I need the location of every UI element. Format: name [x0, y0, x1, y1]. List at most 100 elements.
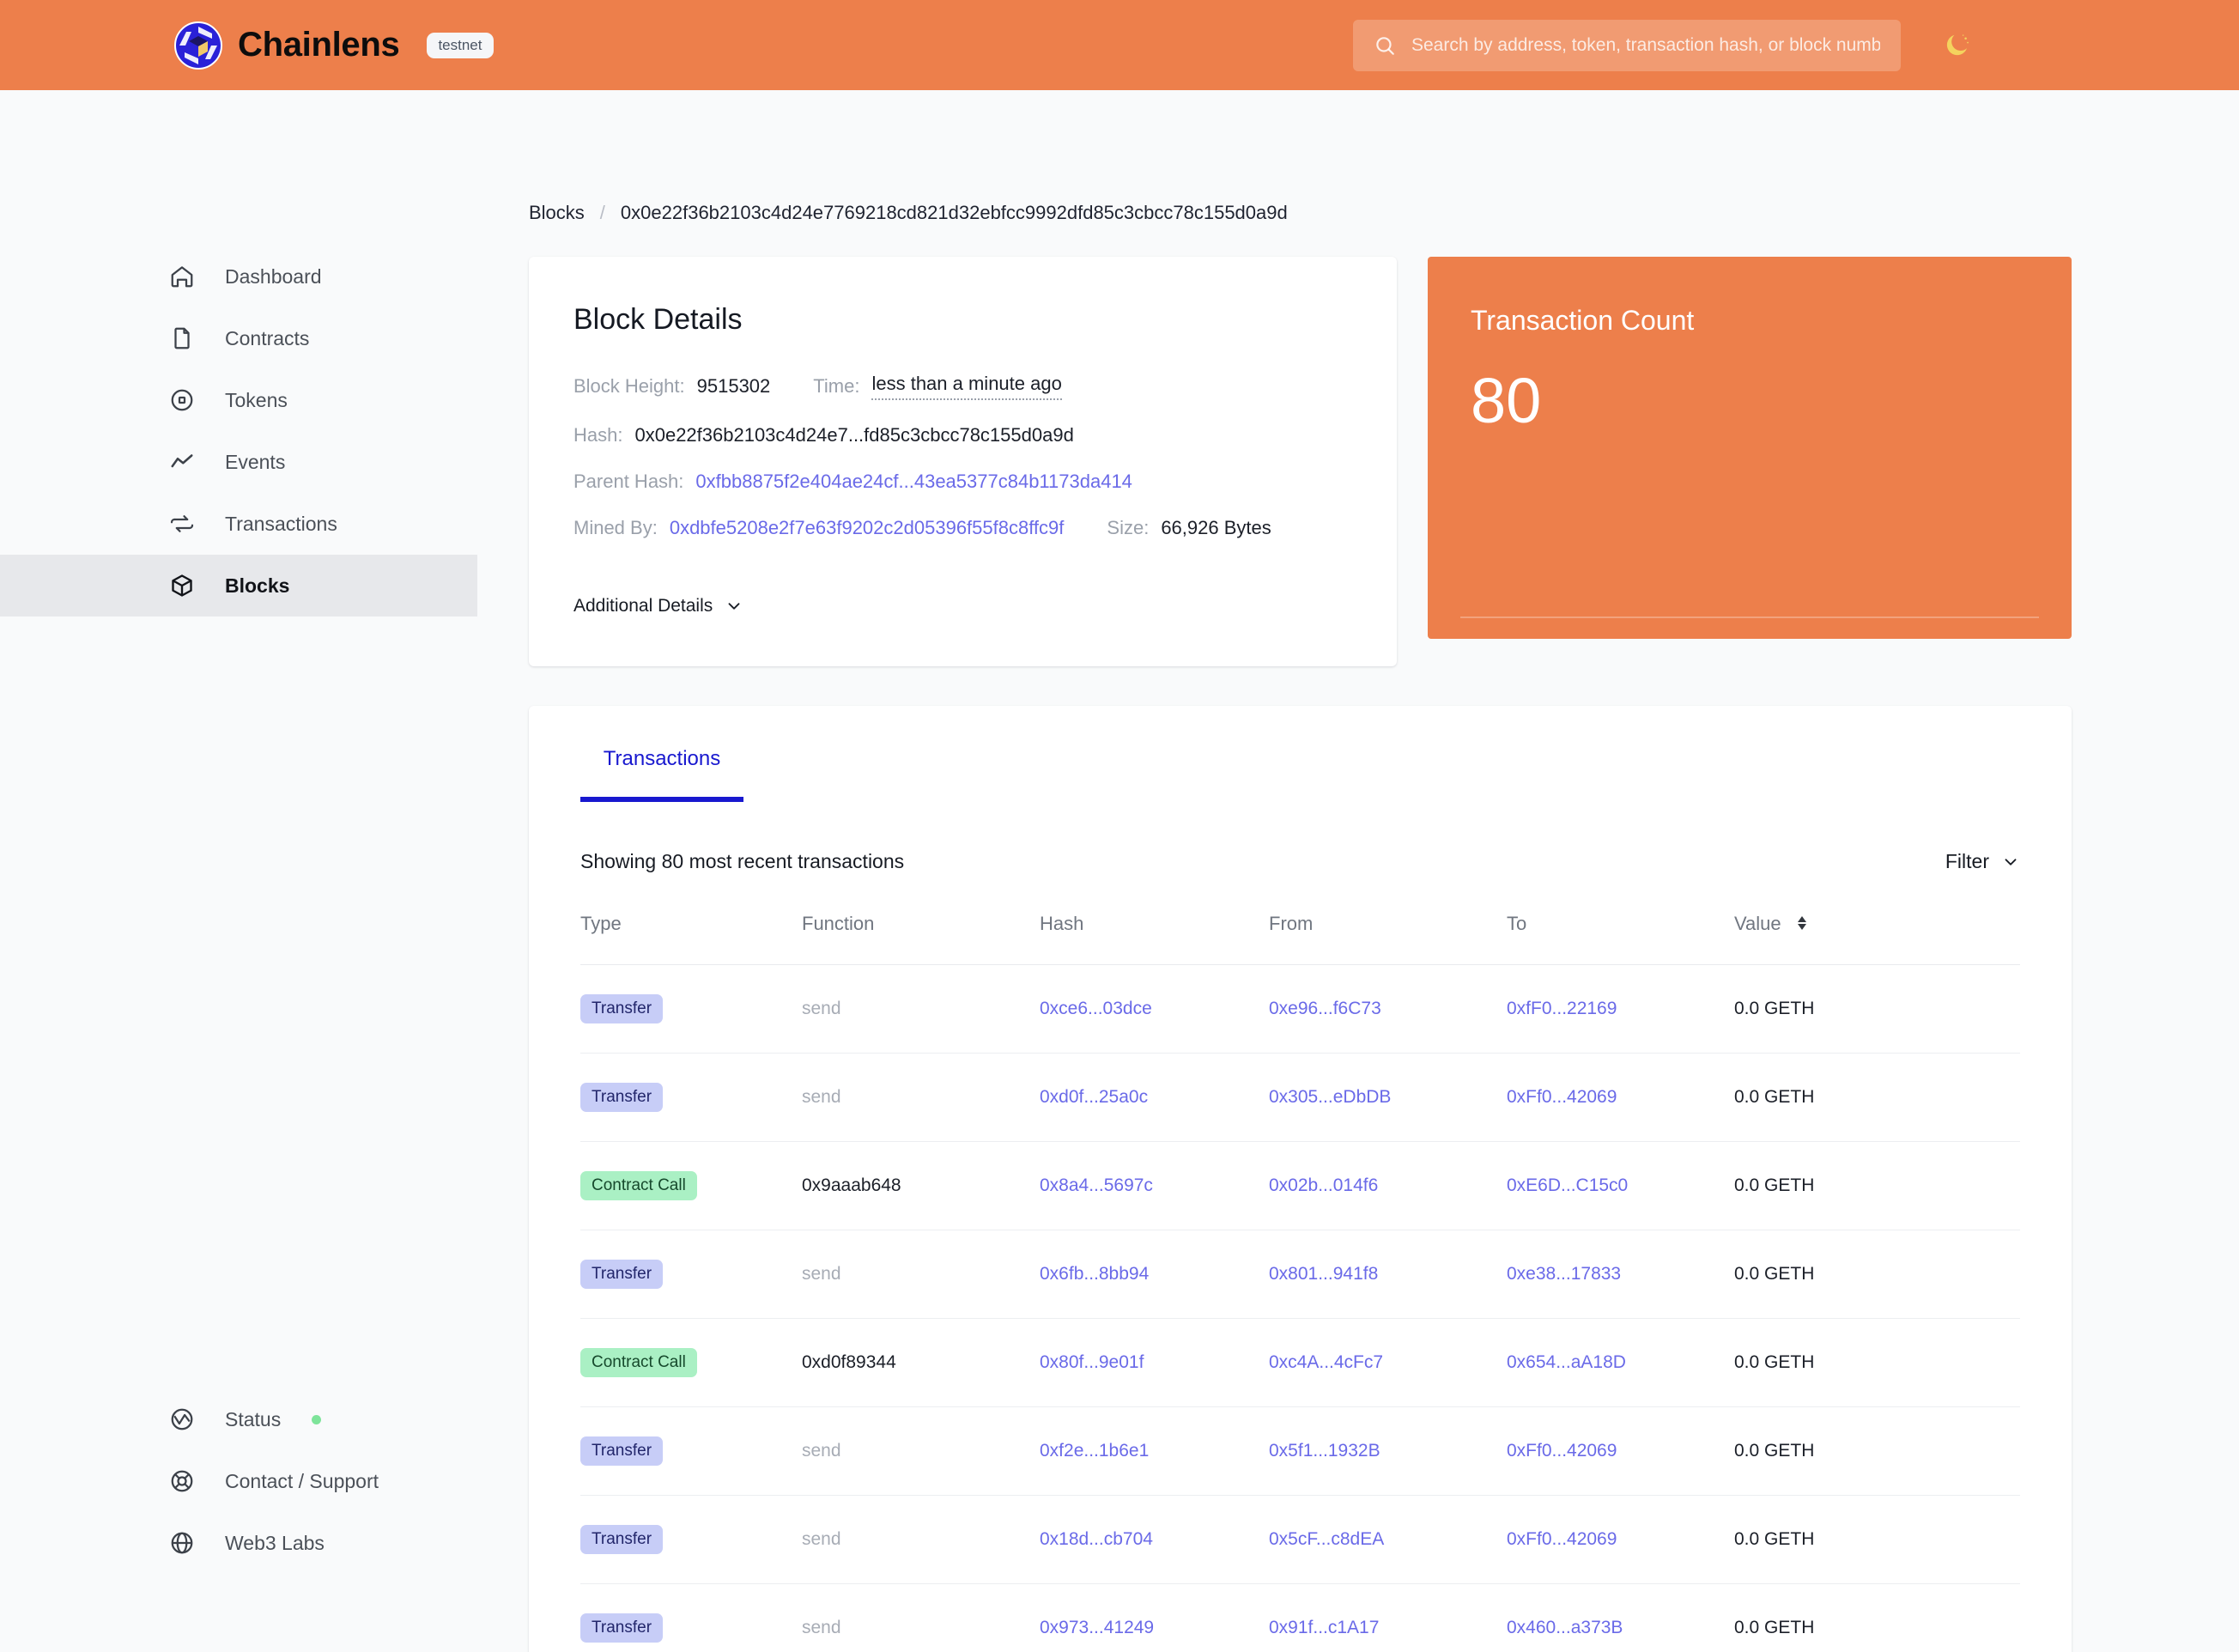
cell-value: 0.0 GETH: [1734, 1318, 2020, 1407]
search-bar[interactable]: [1353, 20, 1901, 71]
theme-toggle-button[interactable]: [1939, 27, 1975, 64]
brand[interactable]: Chainlens testnet: [174, 21, 494, 70]
tab-transactions[interactable]: Transactions: [580, 732, 743, 802]
to-address-link[interactable]: 0xe38...17833: [1507, 1264, 1622, 1284]
breadcrumb-current: 0x0e22f36b2103c4d24e7769218cd821d32ebfcc…: [620, 202, 1288, 223]
cell-function: 0x9aaab648: [802, 1141, 1040, 1230]
block-time-value[interactable]: less than a minute ago: [871, 373, 1062, 400]
page-body: Dashboard Contracts Tokens: [0, 90, 2239, 1652]
mined-by-link[interactable]: 0xdbfe5208e2f7e63f9202c2d05396f55f8c8ffc…: [669, 517, 1065, 538]
to-address-link[interactable]: 0xFf0...42069: [1507, 1441, 1617, 1461]
tx-hash-link[interactable]: 0x6fb...8bb94: [1040, 1264, 1150, 1284]
block-size-value: 66,926 Bytes: [1161, 517, 1271, 538]
table-row[interactable]: Transfer send 0xf2e...1b6e1 0x5f1...1932B 0x…: [580, 1406, 2020, 1496]
cell-from: 0x91f...c1A17: [1269, 1583, 1507, 1652]
transactions-table: Type Function Hash From To Value: [580, 913, 2020, 1652]
cell-type: Transfer: [580, 1406, 802, 1496]
additional-details-label: Additional Details: [573, 596, 713, 616]
cell-type: Transfer: [580, 1583, 802, 1652]
cell-value: 0.0 GETH: [1734, 1230, 2020, 1319]
to-address-link[interactable]: 0xfF0...22169: [1507, 999, 1617, 1018]
cell-value: 0.0 GETH: [1734, 1495, 2020, 1584]
cell-value: 0.0 GETH: [1734, 1053, 2020, 1142]
cell-function: send: [802, 964, 1040, 1054]
sidebar-item-contracts[interactable]: Contracts: [0, 307, 477, 369]
tx-hash-link[interactable]: 0xce6...03dce: [1040, 999, 1152, 1018]
to-address-link[interactable]: 0x654...aA18D: [1507, 1352, 1626, 1372]
table-row[interactable]: Transfer send 0xd0f...25a0c 0x305...eDbDB 0x…: [580, 1053, 2020, 1142]
from-address-link[interactable]: 0xe96...f6C73: [1269, 999, 1381, 1018]
value-amount: 0.0 GETH: [1734, 1264, 1815, 1284]
tx-hash-link[interactable]: 0x8a4...5697c: [1040, 1175, 1153, 1195]
function-value: send: [802, 1618, 841, 1637]
from-address-link[interactable]: 0x91f...c1A17: [1269, 1618, 1380, 1637]
column-header-hash[interactable]: Hash: [1040, 913, 1269, 965]
sidebar-item-web3-labs[interactable]: Web3 Labs: [0, 1512, 477, 1574]
to-address-link[interactable]: 0xE6D...C15c0: [1507, 1175, 1629, 1195]
sidebar-item-events[interactable]: Events: [0, 431, 477, 493]
table-row[interactable]: Transfer send 0xce6...03dce 0xe96...f6C73 0x…: [580, 964, 2020, 1054]
from-address-link[interactable]: 0xc4A...4cFc7: [1269, 1352, 1384, 1372]
cell-from: 0xc4A...4cFc7: [1269, 1318, 1507, 1407]
table-row[interactable]: Transfer send 0x973...41249 0x91f...c1A17 0x…: [580, 1583, 2020, 1652]
cell-hash: 0x80f...9e01f: [1040, 1318, 1269, 1407]
from-address-link[interactable]: 0x305...eDbDB: [1269, 1087, 1392, 1107]
sidebar-item-status[interactable]: Status: [0, 1388, 477, 1450]
network-badge: testnet: [427, 32, 494, 58]
tx-hash-link[interactable]: 0xf2e...1b6e1: [1040, 1441, 1150, 1461]
table-row[interactable]: Transfer send 0x18d...cb704 0x5cF...c8dEA 0x…: [580, 1495, 2020, 1584]
column-header-type[interactable]: Type: [580, 913, 802, 965]
block-time-label: Time:: [813, 375, 860, 397]
filter-button[interactable]: Filter: [1945, 850, 2020, 873]
cell-to: 0xFf0...42069: [1507, 1406, 1734, 1496]
function-value: send: [802, 1529, 841, 1549]
cell-value: 0.0 GETH: [1734, 1406, 2020, 1496]
cell-type: Contract Call: [580, 1318, 802, 1407]
tx-hash-link[interactable]: 0x973...41249: [1040, 1618, 1155, 1637]
block-details-title: Block Details: [573, 303, 743, 336]
from-address-link[interactable]: 0x5cF...c8dEA: [1269, 1529, 1385, 1549]
transactions-subheader: Showing 80 most recent transactions Filt…: [529, 802, 2072, 873]
tx-hash-link[interactable]: 0xd0f...25a0c: [1040, 1087, 1149, 1107]
tx-hash-link[interactable]: 0x18d...cb704: [1040, 1529, 1153, 1549]
sidebar-item-tokens[interactable]: Tokens: [0, 369, 477, 431]
value-amount: 0.0 GETH: [1734, 999, 1815, 1018]
sidebar-nav: Dashboard Contracts Tokens: [0, 246, 477, 616]
sidebar-item-contact-support[interactable]: Contact / Support: [0, 1450, 477, 1512]
column-header-from[interactable]: From: [1269, 913, 1507, 965]
brand-name: Chainlens: [238, 26, 400, 64]
sidebar-item-dashboard[interactable]: Dashboard: [0, 246, 477, 307]
breadcrumb-parent-link[interactable]: Blocks: [529, 202, 585, 223]
sidebar-item-blocks[interactable]: Blocks: [0, 555, 477, 616]
search-input[interactable]: [1411, 35, 1880, 56]
from-address-link[interactable]: 0x02b...014f6: [1269, 1175, 1379, 1195]
parent-hash-link[interactable]: 0xfbb8875f2e404ae24cf...43ea5377c84b1173…: [695, 471, 1132, 492]
sidebar-item-transactions[interactable]: Transactions: [0, 493, 477, 555]
function-value: send: [802, 1264, 841, 1284]
table-row[interactable]: Contract Call 0xd0f89344 0x80f...9e01f 0xc4…: [580, 1318, 2020, 1407]
swap-arrows-icon: [168, 510, 196, 538]
to-address-link[interactable]: 0xFf0...42069: [1507, 1529, 1617, 1549]
parent-hash-label: Parent Hash:: [573, 471, 684, 492]
chevron-down-icon: [2005, 858, 2017, 865]
cell-hash: 0xce6...03dce: [1040, 964, 1269, 1054]
tab-bar: Transactions: [529, 706, 2072, 802]
additional-details-toggle[interactable]: Additional Details: [573, 596, 1352, 616]
from-address-link[interactable]: 0x801...941f8: [1269, 1264, 1379, 1284]
to-address-link[interactable]: 0x460...a373B: [1507, 1618, 1623, 1637]
sidebar-item-label: Transactions: [225, 512, 337, 535]
cell-type: Transfer: [580, 1495, 802, 1584]
column-header-function[interactable]: Function: [802, 913, 1040, 965]
sidebar-item-label: Web3 Labs: [225, 1531, 325, 1554]
function-value: send: [802, 1087, 841, 1107]
type-badge: Transfer: [580, 994, 664, 1023]
tx-hash-link[interactable]: 0x80f...9e01f: [1040, 1352, 1144, 1372]
table-row[interactable]: Contract Call 0x9aaab648 0x8a4...5697c 0x02…: [580, 1141, 2020, 1230]
column-header-value[interactable]: Value: [1734, 913, 2020, 965]
table-row[interactable]: Transfer send 0x6fb...8bb94 0x801...941f8 0x…: [580, 1230, 2020, 1319]
cell-from: 0x5cF...c8dEA: [1269, 1495, 1507, 1584]
column-header-to[interactable]: To: [1507, 913, 1734, 965]
sort-updown-icon[interactable]: [1795, 914, 1809, 932]
from-address-link[interactable]: 0x5f1...1932B: [1269, 1441, 1380, 1461]
to-address-link[interactable]: 0xFf0...42069: [1507, 1087, 1617, 1107]
